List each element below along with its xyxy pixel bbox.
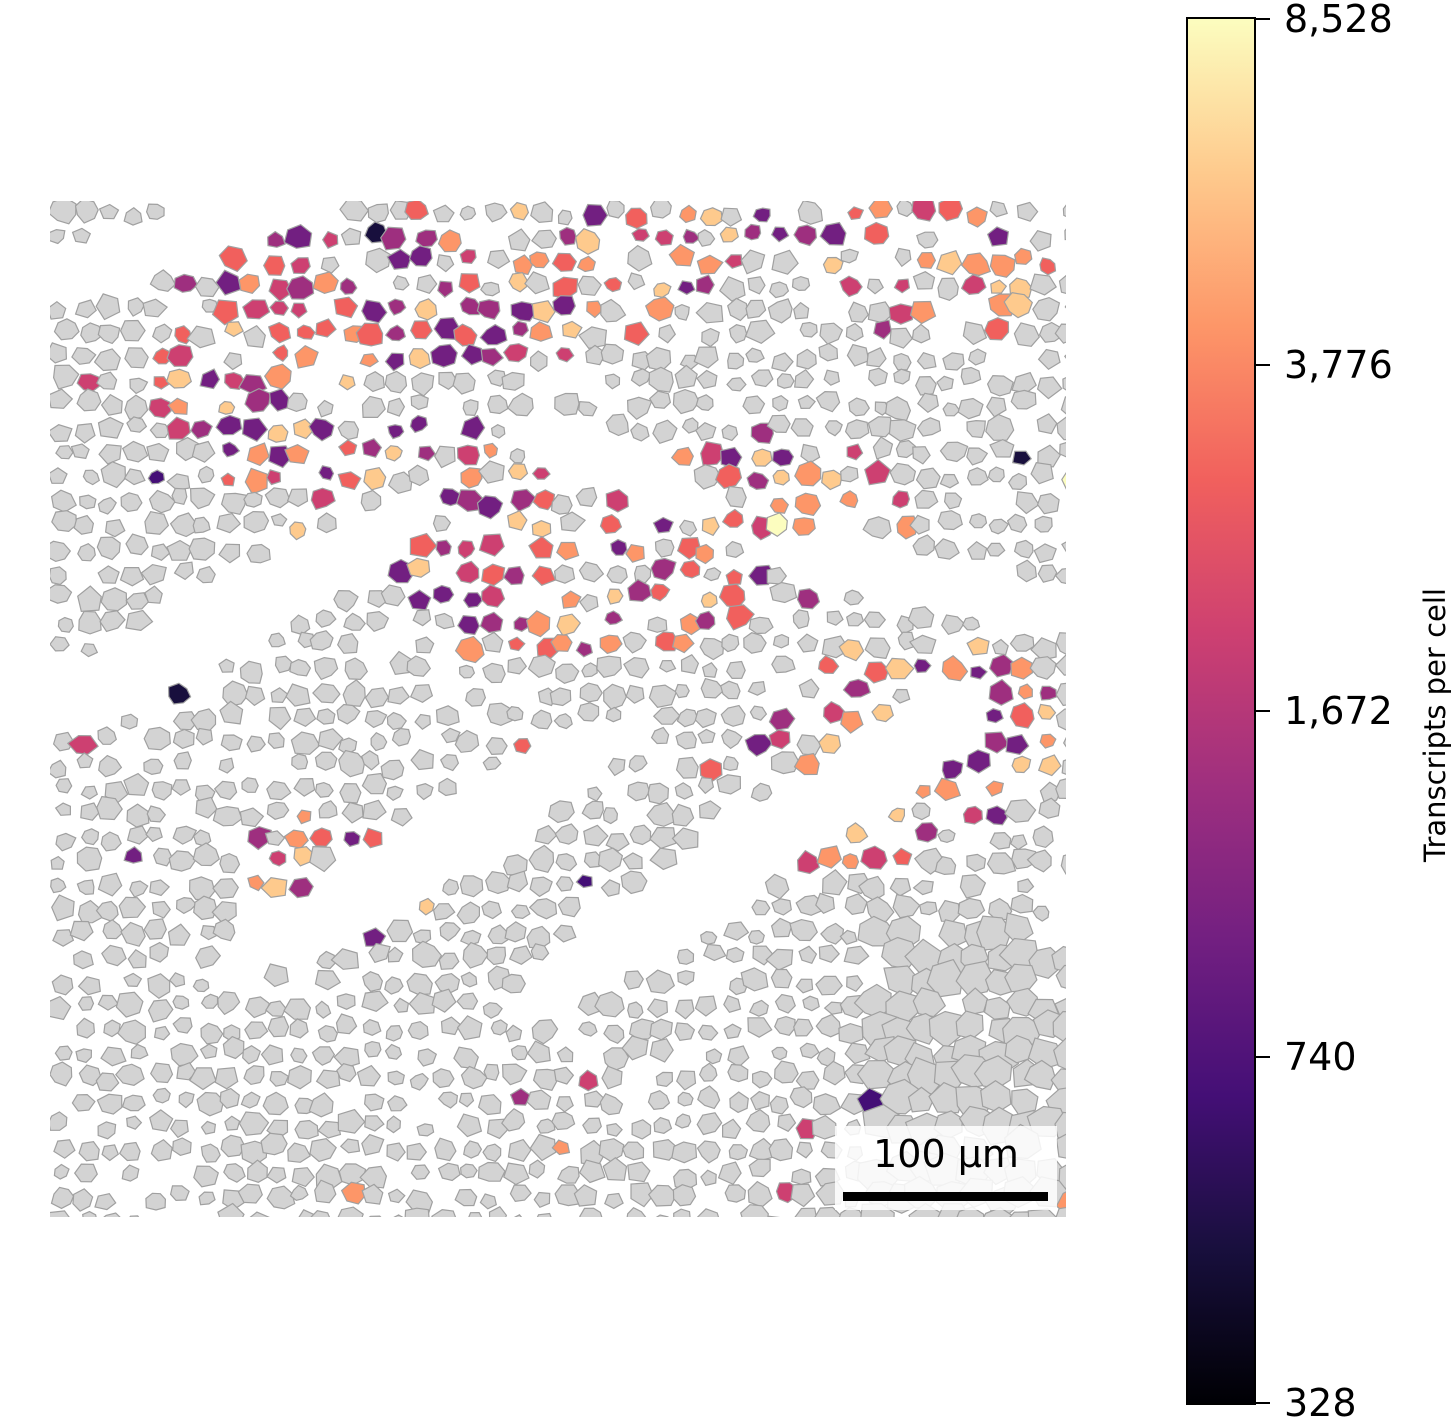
colorbar-tick-label: 1,672 <box>1284 689 1393 734</box>
colorbar-tick-label: 740 <box>1284 1035 1357 1080</box>
colorbar <box>1186 17 1256 1405</box>
cell-map <box>50 201 1066 1217</box>
colorbar-title: Transcripts per cell <box>1418 588 1452 862</box>
scale-bar-label: 100 µm <box>873 1132 1019 1176</box>
colorbar-tick-label: 328 <box>1284 1381 1357 1425</box>
colorbar-tick-mark <box>1256 18 1270 20</box>
colorbar-tick-label: 3,776 <box>1284 343 1393 388</box>
colorbar-tick-mark <box>1256 364 1270 367</box>
tissue-segmentation-image <box>50 201 1066 1217</box>
scale-bar-line <box>843 1192 1048 1201</box>
colorbar-tick-label: 8,528 <box>1284 0 1393 41</box>
colorbar-tick-mark <box>1256 1056 1270 1059</box>
colorbar-tick-mark <box>1256 710 1270 713</box>
colorbar-tick-mark <box>1256 1402 1270 1404</box>
scale-bar: 100 µm <box>835 1126 1057 1210</box>
